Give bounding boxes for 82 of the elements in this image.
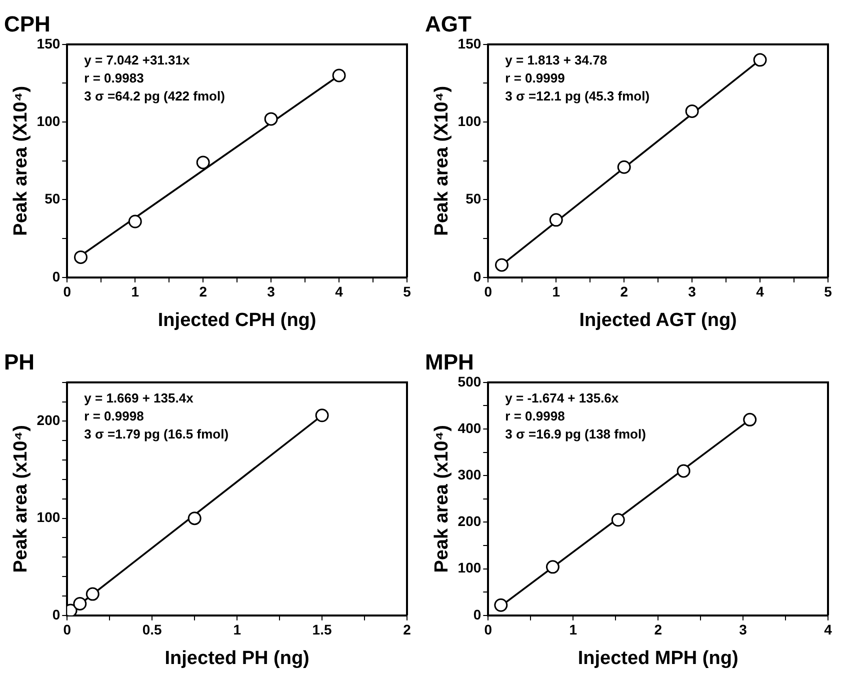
annotation: 3 σ =1.79 pg (16.5 fmol)	[84, 426, 229, 442]
y-tick-label: 0	[473, 268, 482, 284]
x-tick-label: 3	[688, 284, 696, 300]
point	[86, 587, 100, 601]
annotation: y = 1.813 + 34.78	[505, 52, 608, 68]
y-tick-label: 200	[458, 513, 482, 530]
y-tick-label: 150	[458, 35, 482, 52]
x-tick-label: 1	[131, 284, 140, 300]
x-tick-label: 0	[484, 284, 492, 300]
y-tick-label: 0	[473, 606, 482, 622]
x-tick-label: 4	[756, 284, 764, 300]
annotation: y = -1.674 + 135.6x	[505, 390, 620, 406]
y-tick-label: 0	[52, 268, 60, 284]
x-tick-label: 2	[403, 622, 412, 638]
annotation: r = 0.9998	[84, 408, 144, 424]
x-tick-label: 1	[552, 284, 560, 300]
x-tick-label: 0	[63, 622, 72, 638]
point	[676, 464, 690, 478]
x-tick-label: 1	[569, 622, 578, 638]
x-axis-title: Injected AGT (ng)	[579, 310, 737, 331]
y-axis-title: Peak area (x10⁴)	[432, 425, 453, 573]
x-axis-title: Injected PH (ng)	[164, 648, 310, 669]
annotation: 3 σ =64.2 pg (422 fmol)	[84, 88, 225, 104]
point	[73, 597, 87, 610]
x-tick-label: 4	[335, 284, 344, 300]
point	[196, 156, 210, 170]
x-tick-label: 2	[620, 284, 628, 300]
chart-title: MPH	[425, 349, 474, 374]
point	[188, 512, 202, 526]
y-tick-label: 500	[458, 373, 482, 390]
y-axis-title: Peak area (x10⁴)	[10, 425, 32, 573]
y-tick-label: 0	[52, 606, 60, 622]
point	[315, 408, 329, 422]
y-axis-title: Peak area (X10⁴)	[10, 86, 32, 236]
point	[611, 513, 625, 527]
x-tick-label: 0.5	[142, 622, 162, 638]
point	[549, 213, 563, 227]
x-tick-label: 2	[654, 622, 662, 638]
y-tick-label: 200	[36, 412, 60, 428]
x-tick-label: 3	[739, 622, 748, 638]
y-tick-label: 100	[36, 112, 60, 129]
point	[743, 412, 757, 426]
y-tick-label: 150	[36, 35, 60, 52]
x-tick-label: 1	[233, 622, 242, 638]
point	[753, 53, 767, 67]
chart-title: AGT	[425, 11, 472, 36]
annotation: r = 0.9998	[505, 408, 565, 424]
x-tick-label: 0	[63, 284, 72, 300]
y-axis-title: Peak area (X10⁴)	[432, 86, 453, 236]
x-tick-label: 3	[267, 284, 276, 300]
y-tick-label: 50	[44, 190, 60, 207]
annotation: y = 1.669 + 135.4x	[84, 390, 194, 406]
y-tick-label: 50	[466, 190, 482, 207]
annotation: 3 σ =16.9 pg (138 fmol)	[505, 426, 646, 442]
x-axis-title: Injected CPH (ng)	[158, 310, 316, 331]
point	[685, 104, 699, 118]
annotation: r = 0.9983	[84, 70, 144, 86]
point	[546, 560, 560, 574]
y-tick-label: 300	[458, 466, 482, 482]
point	[128, 214, 142, 228]
point	[617, 160, 631, 174]
point	[332, 68, 346, 82]
x-tick-label: 2	[199, 284, 208, 300]
point	[264, 112, 278, 126]
y-tick-label: 100	[458, 112, 482, 129]
x-tick-label: 5	[403, 284, 412, 300]
chart-title: CPH	[4, 11, 50, 36]
y-tick-label: 100	[36, 509, 60, 526]
annotation: 3 σ =12.1 pg (45.3 fmol)	[505, 88, 650, 104]
x-tick-label: 5	[824, 284, 832, 300]
x-axis-title: Injected MPH (ng)	[578, 648, 738, 669]
annotation: y = 7.042 +31.31x	[84, 52, 190, 68]
annotation: r = 0.9999	[505, 70, 565, 86]
point	[495, 258, 508, 272]
x-tick-label: 0	[484, 622, 492, 638]
x-tick-label: 1.5	[312, 622, 332, 638]
y-tick-label: 400	[458, 420, 482, 436]
point	[74, 250, 88, 264]
chart-title: PH	[4, 349, 35, 374]
y-tick-label: 100	[458, 560, 482, 576]
x-tick-label: 4	[824, 622, 832, 638]
point	[494, 598, 508, 612]
